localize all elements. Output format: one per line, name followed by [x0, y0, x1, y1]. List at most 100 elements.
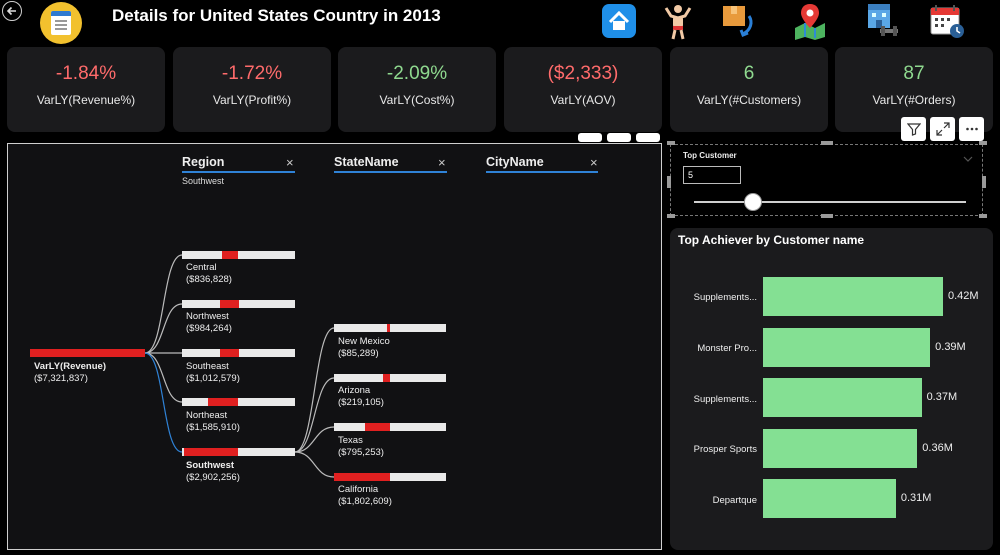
state-node-value: ($1,802,609) — [338, 496, 392, 507]
bodybuilder-icon — [664, 5, 692, 40]
more-options-icon — [965, 127, 978, 131]
nav-bodybuilder-button[interactable] — [659, 2, 697, 40]
filter-icon — [906, 123, 921, 136]
level-underline — [182, 171, 295, 173]
bar[interactable] — [763, 277, 943, 316]
region-node-bar[interactable] — [182, 398, 295, 406]
kpi-card-profit: -1.72% VarLY(Profit%) — [173, 47, 331, 132]
state-node-label: New Mexico — [338, 336, 390, 347]
state-node-value: ($85,289) — [338, 348, 379, 359]
resize-handle[interactable] — [821, 214, 833, 218]
kpi-value: 6 — [743, 63, 755, 84]
region-node-value: ($2,902,256) — [186, 472, 240, 483]
region-node-bar[interactable] — [182, 349, 295, 357]
kpi-card-cost: -2.09% VarLY(Cost%) — [338, 47, 496, 132]
state-node-bar[interactable] — [334, 374, 446, 382]
state-node-label: Texas — [338, 435, 363, 446]
region-node-value: ($1,585,910) — [186, 422, 240, 433]
kpi-label: VarLY(Profit%) — [212, 93, 292, 107]
kpi-value: -2.09% — [386, 63, 448, 84]
kpi-label: VarLY(Cost%) — [379, 93, 455, 107]
state-node-bar[interactable] — [334, 473, 446, 481]
kpi-card-customers: 6 VarLY(#Customers) — [670, 47, 828, 132]
bar[interactable] — [763, 428, 918, 468]
root-node-bar[interactable] — [30, 349, 145, 357]
decomposition-tree — [7, 143, 662, 550]
region-node-label: Southeast — [186, 361, 229, 372]
tree-more-button[interactable] — [636, 133, 660, 142]
state-node-value: ($219,105) — [338, 397, 384, 408]
resize-handle[interactable] — [979, 214, 987, 218]
region-node-label: Northeast — [186, 410, 228, 421]
state-node-bar[interactable] — [334, 324, 446, 332]
nav-map-button[interactable] — [791, 2, 829, 40]
bar[interactable] — [763, 327, 931, 367]
remove-level-region-icon[interactable]: × — [286, 155, 294, 170]
chart-title: Top Achiever by Customer name — [678, 233, 865, 247]
slicer-title: Top Customer — [683, 151, 737, 160]
chevron-down-icon[interactable] — [963, 150, 973, 162]
tree-expand-button[interactable] — [607, 133, 631, 142]
bar-value-label: 0.39M — [935, 340, 966, 353]
more-options-button[interactable] — [959, 117, 984, 141]
level-header-city[interactable]: CityName — [486, 155, 544, 169]
nav-home-button[interactable] — [600, 2, 638, 40]
bar[interactable] — [763, 479, 896, 518]
page-title: Details for United States Country in 201… — [112, 6, 441, 25]
level-header-region[interactable]: Region — [182, 155, 225, 169]
kpi-value: -1.84% — [55, 63, 117, 84]
region-node-value: ($836,828) — [186, 274, 232, 285]
region-node-label: Northwest — [186, 311, 229, 322]
level-underline — [334, 171, 447, 173]
remove-level-city-icon[interactable]: × — [590, 155, 598, 170]
level-underline — [486, 171, 598, 173]
resize-handle[interactable] — [979, 141, 987, 145]
nav-calendar-button[interactable] — [928, 2, 966, 40]
resize-handle[interactable] — [667, 141, 675, 145]
map-pin-icon — [795, 4, 825, 40]
bar-category-label: Prosper Sports — [693, 444, 757, 455]
filter-button[interactable] — [901, 117, 926, 141]
nav-returns-button[interactable] — [719, 2, 757, 40]
slider-track[interactable] — [694, 201, 966, 203]
tree-drill-button[interactable] — [578, 133, 602, 142]
region-node-value: ($1,012,579) — [186, 373, 240, 384]
state-node-label: Arizona — [338, 385, 371, 396]
state-node-value: ($795,253) — [338, 447, 384, 458]
region-node-bar[interactable] — [182, 300, 295, 308]
resize-handle[interactable] — [982, 176, 986, 188]
resize-handle[interactable] — [821, 141, 833, 145]
bar-value-label: 0.37M — [926, 391, 958, 403]
focus-mode-button[interactable] — [930, 117, 955, 141]
kpi-value: 87 — [903, 63, 925, 84]
bar[interactable] — [763, 378, 922, 417]
home-icon — [602, 4, 636, 38]
remove-level-state-icon[interactable]: × — [438, 155, 446, 170]
slider-thumb[interactable] — [744, 193, 762, 211]
kpi-label: VarLY(AOV) — [550, 93, 616, 107]
root-node-label: VarLY(Revenue) — [34, 361, 106, 372]
region-node-bar-selected[interactable] — [182, 448, 295, 456]
bar-value-label: 0.42M — [948, 290, 979, 302]
kpi-label: VarLY(#Customers) — [696, 93, 802, 107]
level-header-state[interactable]: StateName — [334, 155, 399, 169]
region-node-label: Central — [186, 262, 217, 273]
document-icon — [51, 11, 71, 35]
arrow-left-icon — [6, 6, 16, 16]
back-button[interactable] — [2, 1, 22, 21]
expand-icon — [935, 122, 950, 136]
resize-handle[interactable] — [667, 176, 671, 188]
root-node-value: ($7,321,837) — [34, 373, 88, 384]
top-customer-input[interactable]: 5 — [683, 166, 741, 184]
resize-handle[interactable] — [667, 214, 675, 218]
nav-gym-button[interactable] — [862, 2, 900, 40]
bar-category-label: Departque — [712, 495, 757, 506]
region-node-bar[interactable] — [182, 251, 295, 259]
kpi-label: VarLY(#Orders) — [872, 93, 956, 107]
state-node-bar[interactable] — [334, 423, 446, 431]
kpi-card-revenue: -1.84% VarLY(Revenue%) — [7, 47, 165, 132]
calendar-clock-icon — [930, 5, 964, 38]
report-logo — [40, 2, 82, 44]
region-node-value: ($984,264) — [186, 323, 232, 334]
